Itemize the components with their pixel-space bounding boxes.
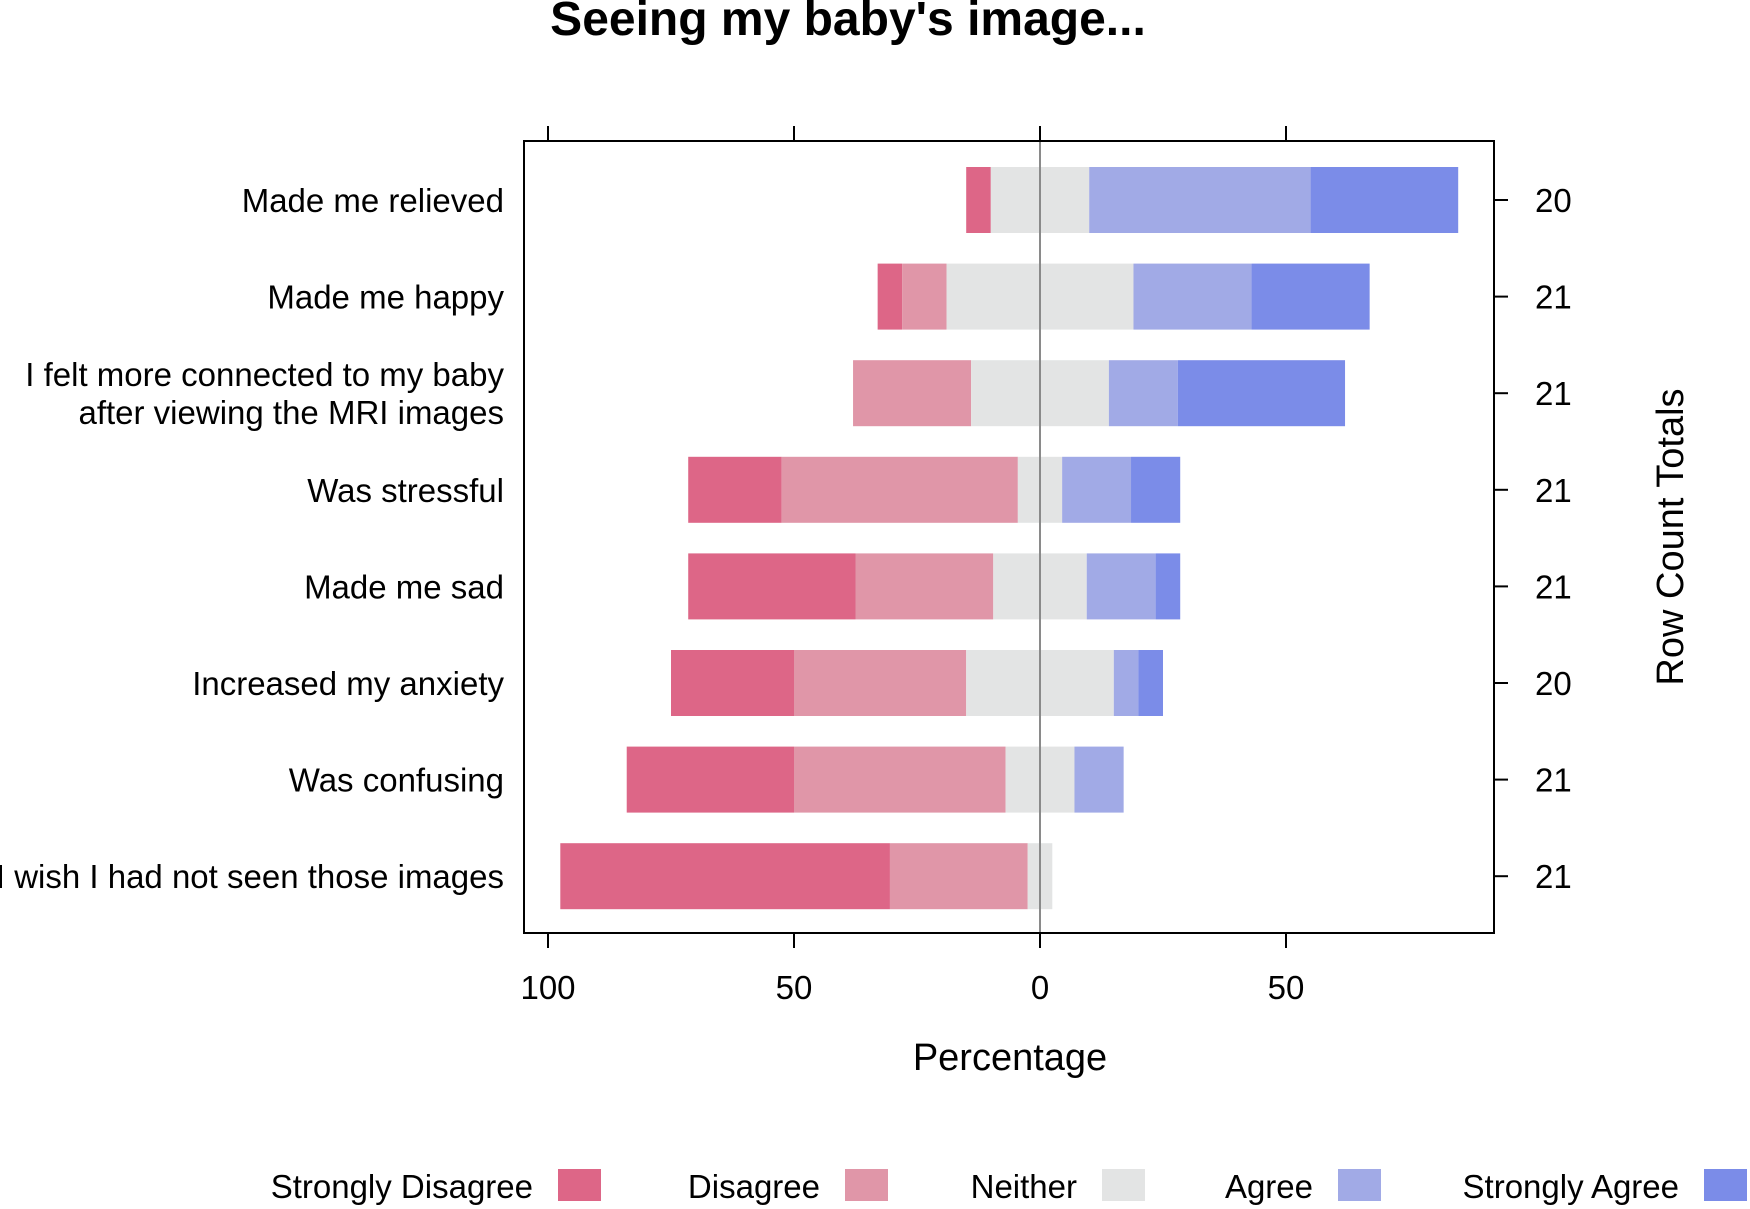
bar-agree-row-7	[1074, 746, 1124, 813]
category-label: Made me relieved	[242, 182, 504, 219]
category-label: Was confusing	[289, 762, 504, 799]
row-total-label: 21	[1535, 858, 1572, 895]
category-label: I wish I had not seen those images	[0, 858, 504, 895]
bar-disagree-row-2	[902, 263, 947, 330]
category-label: Made me sad	[304, 568, 504, 605]
x-tick-label: 50	[1268, 969, 1305, 1006]
legend-label-disagree: Disagree	[688, 1168, 820, 1205]
bar-agree-row-3	[1108, 360, 1178, 427]
bar-strongly-agree-row-3	[1177, 360, 1346, 427]
legend-label-neither: Neither	[971, 1168, 1077, 1205]
bar-disagree-row-3	[853, 360, 972, 427]
bar-strongly-agree-row-1	[1310, 167, 1459, 233]
bar-agree-row-6	[1113, 650, 1139, 716]
x-tick-label: 0	[1031, 969, 1049, 1006]
category-label: Made me happy	[267, 279, 504, 316]
legend-swatch-neither	[1102, 1169, 1145, 1201]
legend-swatch-agree	[1338, 1169, 1381, 1201]
bar-strongly-agree-row-2	[1251, 263, 1370, 330]
row-total-label: 21	[1535, 472, 1572, 509]
x-axis-title: Percentage	[913, 1037, 1107, 1079]
category-label: I felt more connected to my baby after vi…	[25, 356, 504, 431]
bar-disagree-row-7	[794, 746, 1006, 813]
x-tick-label: 50	[776, 969, 813, 1006]
top-axis-ticks	[547, 126, 1287, 141]
bars-group	[560, 167, 1459, 910]
x-tick-label: 100	[520, 969, 575, 1006]
bar-strongly-disagree-row-7	[626, 746, 794, 813]
bar-agree-row-2	[1133, 263, 1252, 330]
bar-strongly-disagree-row-6	[671, 650, 794, 716]
legend-swatch-strongly-agree	[1704, 1169, 1747, 1201]
bar-strongly-agree-row-5	[1155, 553, 1181, 620]
legend-label-strongly-disagree: Strongly Disagree	[271, 1168, 533, 1205]
bar-strongly-agree-row-6	[1138, 650, 1163, 716]
category-labels: Made me relieved Made me happy I felt more…	[0, 182, 504, 895]
bar-disagree-row-8	[889, 843, 1028, 910]
category-label: Increased my anxiety	[192, 665, 504, 702]
legend-label-strongly-agree: Strongly Agree	[1463, 1168, 1679, 1205]
bar-disagree-row-4	[781, 456, 1018, 523]
bar-strongly-disagree-row-2	[877, 263, 903, 330]
bar-agree-row-1	[1089, 167, 1311, 233]
row-total-labels: 20 21 21 21 21 20 21 21	[1494, 182, 1572, 895]
row-total-label: 21	[1535, 762, 1572, 799]
bar-strongly-disagree-row-1	[966, 167, 991, 233]
chart-title: Seeing my baby's image...	[550, 0, 1146, 46]
bar-strongly-disagree-row-8	[560, 843, 890, 910]
bottom-axis: 100 50 0 50	[520, 933, 1304, 1006]
right-axis-title: Row Count Totals	[1650, 388, 1692, 685]
plot-frame	[523, 140, 1495, 934]
bar-agree-row-4	[1062, 456, 1132, 523]
legend-label-agree: Agree	[1225, 1168, 1313, 1205]
row-total-label: 20	[1535, 665, 1572, 702]
category-label: Was stressful	[307, 472, 504, 509]
bar-disagree-row-5	[855, 553, 994, 620]
row-total-label: 21	[1535, 568, 1572, 605]
row-total-label: 21	[1535, 375, 1572, 412]
row-total-label: 20	[1535, 182, 1572, 219]
legend-swatch-disagree	[845, 1169, 888, 1201]
bar-disagree-row-6	[794, 650, 967, 716]
bar-strongly-disagree-row-4	[688, 456, 782, 523]
bar-strongly-disagree-row-5	[688, 553, 856, 620]
legend-swatch-strongly-disagree	[558, 1169, 601, 1201]
bar-agree-row-5	[1086, 553, 1156, 620]
row-total-label: 21	[1535, 279, 1572, 316]
bar-strongly-agree-row-4	[1131, 456, 1181, 523]
legend: Strongly Disagree Disagree Neither Agree Str…	[271, 1168, 1747, 1205]
